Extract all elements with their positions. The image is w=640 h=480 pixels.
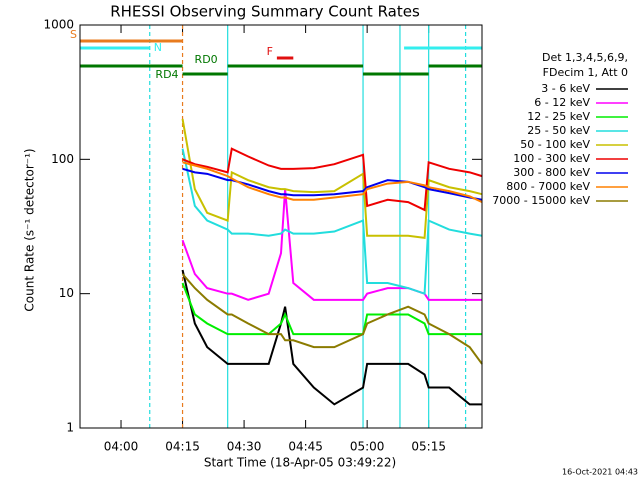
legend-header: Det 1,3,4,5,6,9, <box>542 51 628 64</box>
flag-label: S <box>70 28 77 41</box>
x-tick-label: 04:15 <box>165 440 200 454</box>
series-line <box>182 161 483 204</box>
flag-label: N <box>154 41 162 54</box>
flag-label: F <box>267 45 273 58</box>
y-tick-label: 100 <box>51 152 74 166</box>
series-line <box>181 269 482 406</box>
series-line <box>181 148 483 296</box>
legend-label: 300 - 800 keV <box>513 166 590 179</box>
y-tick-label: 10 <box>59 286 74 300</box>
x-tick-label: 04:45 <box>288 440 323 454</box>
legend-label: 25 - 50 keV <box>527 124 590 137</box>
legend-label: 7000 - 15000 keV <box>492 194 590 207</box>
footer: 16-Oct-2021 04:43 <box>562 468 638 477</box>
x-tick-label: 04:00 <box>104 440 139 454</box>
legend-label: 100 - 300 keV <box>513 152 590 165</box>
series-line <box>181 273 483 365</box>
y-tick-label: 1 <box>66 421 74 435</box>
flag-label: RD4 <box>155 68 178 81</box>
series-line <box>182 167 483 201</box>
legend-label: 6 - 12 keV <box>534 96 590 109</box>
series-line <box>181 282 482 336</box>
x-axis-label: Start Time (18-Apr-05 03:49:22) <box>204 456 396 470</box>
legend-label: 3 - 6 keV <box>541 82 590 95</box>
y-tick-label: 1000 <box>43 18 74 32</box>
series-line <box>181 118 483 240</box>
legend-label: 800 - 7000 keV <box>506 180 590 193</box>
series-line <box>181 189 482 301</box>
legend-header: FDecim 1, Att 0 <box>543 66 628 79</box>
legend-label: 50 - 100 keV <box>520 138 590 151</box>
y-axis-label: Count Rate (s⁻¹ detector⁻¹) <box>23 148 37 311</box>
x-tick-label: 05:15 <box>411 440 446 454</box>
legend-label: 12 - 25 keV <box>527 110 590 123</box>
x-tick-label: 05:00 <box>350 440 385 454</box>
series-line <box>182 147 483 212</box>
x-tick-label: 04:30 <box>227 440 262 454</box>
chart-title: RHESSI Observing Summary Count Rates <box>110 3 420 21</box>
plot-frame <box>79 24 483 429</box>
flag-label: RD0 <box>195 53 218 66</box>
